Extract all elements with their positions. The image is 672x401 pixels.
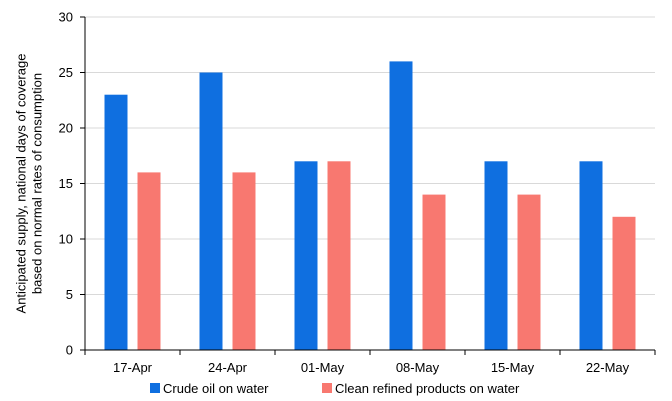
bar-crude-oil <box>390 61 413 350</box>
bar-crude-oil <box>200 73 223 351</box>
bar-clean-refined <box>328 161 351 350</box>
bar-clean-refined <box>423 195 446 350</box>
legend-label-crude-oil: Crude oil on water <box>163 381 269 396</box>
y-tick-label: 10 <box>59 232 73 247</box>
legend: Crude oil on water Clean refined product… <box>150 381 520 396</box>
bar-crude-oil <box>580 161 603 350</box>
x-tick-label: 22-May <box>586 360 630 375</box>
x-tick-label: 17-Apr <box>113 360 153 375</box>
x-ticks: 17-Apr 24-Apr 01-May 08-May 15-May 22-May <box>85 350 655 375</box>
y-tick-label: 15 <box>59 176 73 191</box>
y-ticks: 0 5 10 15 20 25 30 <box>59 10 85 358</box>
legend-label-clean-refined: Clean refined products on water <box>335 381 520 396</box>
y-axis-label-line-2: based on normal rates of consumption <box>29 73 44 294</box>
x-tick-label: 15-May <box>491 360 535 375</box>
bar-crude-oil <box>295 161 318 350</box>
bar-crude-oil <box>105 95 128 350</box>
x-tick-label: 01-May <box>301 360 345 375</box>
grid-lines <box>85 17 655 295</box>
legend-swatch-crude-oil <box>150 383 160 393</box>
y-tick-label: 20 <box>59 121 73 136</box>
y-axis-label: Anticipated supply, national days of cov… <box>13 54 44 314</box>
bar-clean-refined <box>138 172 161 350</box>
y-tick-label: 5 <box>66 287 73 302</box>
y-tick-label: 0 <box>66 343 73 358</box>
y-tick-label: 25 <box>59 65 73 80</box>
x-tick-label: 08-May <box>396 360 440 375</box>
y-tick-label: 30 <box>59 10 73 25</box>
x-tick-label: 24-Apr <box>208 360 248 375</box>
bar-clean-refined <box>518 195 541 350</box>
bar-clean-refined <box>613 217 636 350</box>
bar-crude-oil <box>485 161 508 350</box>
bars <box>105 61 636 350</box>
legend-swatch-clean-refined <box>322 383 332 393</box>
y-axis-label-line-1: Anticipated supply, national days of cov… <box>13 54 28 314</box>
bar-clean-refined <box>233 172 256 350</box>
